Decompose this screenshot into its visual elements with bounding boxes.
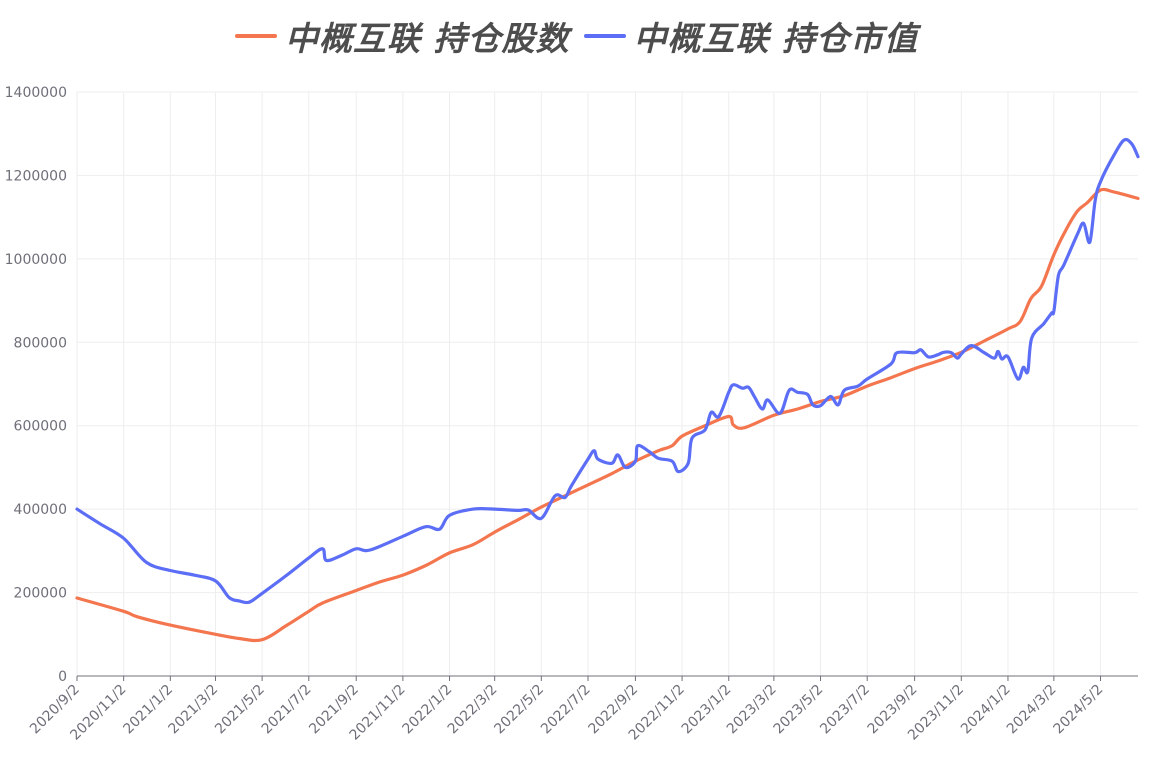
y-tick-label: 800000	[14, 335, 67, 351]
y-tick-label: 600000	[14, 419, 67, 435]
legend-item-shares[interactable]: 中概互联 持仓股数	[235, 12, 570, 60]
x-tick-label: 2022/3/2	[445, 682, 501, 738]
series-line-shares	[75, 187, 1140, 643]
y-tick-label: 0	[58, 669, 67, 685]
x-tick-label: 2024/1/2	[958, 682, 1014, 738]
x-tick-label: 2023/3/2	[724, 682, 780, 738]
x-tick-label: 2023/5/2	[771, 682, 827, 738]
x-tick-label: 2022/5/2	[491, 682, 547, 738]
series-line-market-value	[75, 137, 1140, 605]
y-tick-label: 1400000	[5, 85, 67, 101]
y-tick-label: 200000	[14, 586, 67, 602]
legend-swatch-market-value	[583, 34, 626, 38]
x-tick-label: 2023/7/2	[817, 682, 873, 738]
legend-label-shares: 中概互联 持仓股数	[285, 19, 570, 58]
x-tick-label: 2024/5/2	[1051, 682, 1107, 738]
x-tick-label: 2021/7/2	[259, 682, 315, 738]
legend-item-market-value[interactable]: 中概互联 持仓市值	[583, 12, 919, 60]
legend-label-market-value: 中概互联 持仓市值	[633, 19, 918, 58]
x-tick-label: 2021/3/2	[166, 682, 222, 738]
y-tick-label: 400000	[14, 502, 67, 518]
y-tick-label: 1000000	[5, 252, 67, 268]
y-tick-label: 1200000	[5, 168, 67, 184]
x-tick-label: 2024/3/2	[1004, 682, 1060, 738]
x-tick-label: 2022/7/2	[538, 682, 594, 738]
legend-swatch-shares	[235, 34, 277, 38]
x-tick-label: 2021/5/2	[212, 682, 268, 738]
chart-legend: 中概互联 持仓股数 中概互联 持仓市值	[0, 10, 1153, 62]
